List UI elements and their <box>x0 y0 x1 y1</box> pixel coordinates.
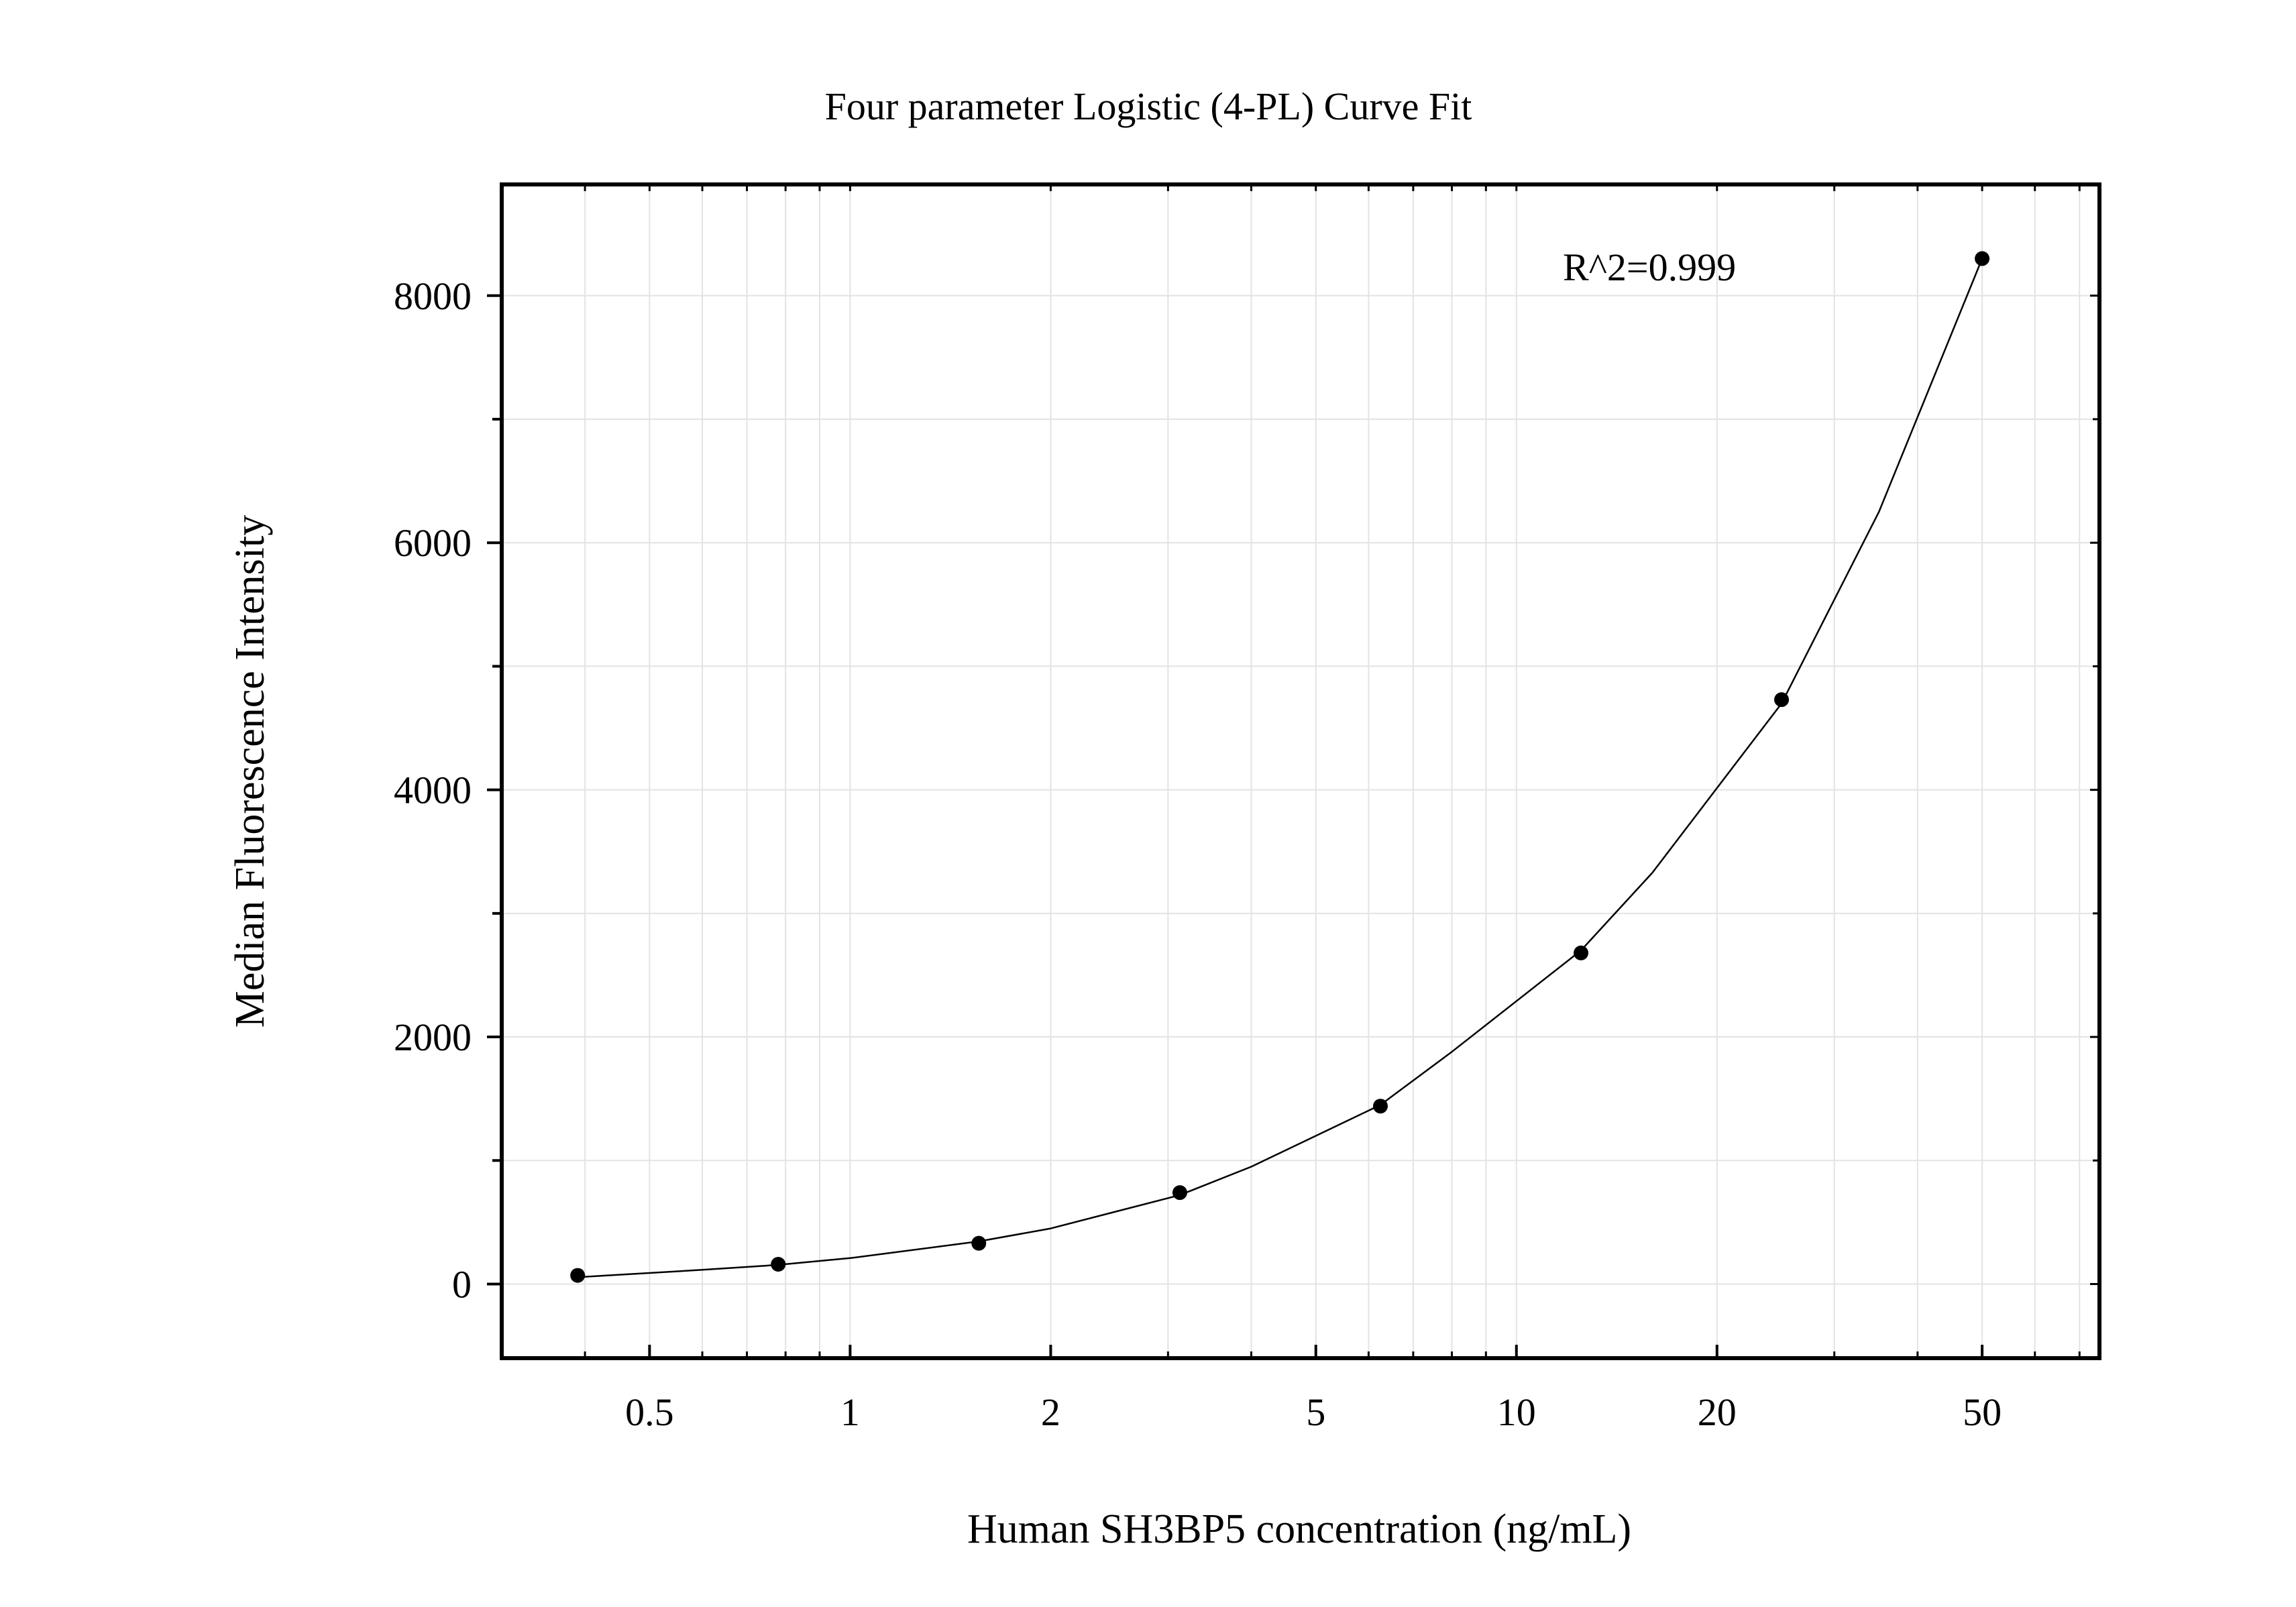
chart-title: Four parameter Logistic (4-PL) Curve Fit <box>825 85 1472 128</box>
x-tick-label: 10 <box>1497 1390 1536 1434</box>
fit-curve-group <box>578 258 1983 1278</box>
x-axis-label: Human SH3BP5 concentration (ng/mL) <box>967 1506 1631 1552</box>
y-tick-label: 4000 <box>394 769 472 812</box>
r-squared-annotation: R^2=0.999 <box>1563 245 1736 289</box>
y-tick-label: 8000 <box>394 274 472 318</box>
data-point <box>1172 1185 1187 1201</box>
y-tick-label: 6000 <box>394 521 472 565</box>
y-tick-label: 0 <box>452 1262 472 1306</box>
data-point <box>570 1268 586 1283</box>
y-tick-label: 2000 <box>394 1015 472 1059</box>
x-tick-label: 20 <box>1698 1390 1737 1434</box>
data-point <box>1975 251 1990 266</box>
y-axis-label: Median Fluorescence Intensity <box>227 515 273 1028</box>
data-point <box>771 1257 786 1272</box>
fit-curve <box>578 258 1983 1278</box>
grid <box>501 184 2099 1358</box>
x-tick-label: 2 <box>1041 1390 1060 1434</box>
x-tick-label: 0.5 <box>625 1390 674 1434</box>
plot-frame <box>500 182 2101 1360</box>
data-points <box>570 251 1990 1283</box>
data-point <box>1372 1099 1388 1114</box>
data-point <box>971 1235 987 1251</box>
x-tick-label: 1 <box>840 1390 860 1434</box>
data-point <box>1774 692 1790 708</box>
x-tick-label: 5 <box>1306 1390 1325 1434</box>
x-tick-label: 50 <box>1963 1390 2002 1434</box>
data-point <box>1574 945 1589 960</box>
